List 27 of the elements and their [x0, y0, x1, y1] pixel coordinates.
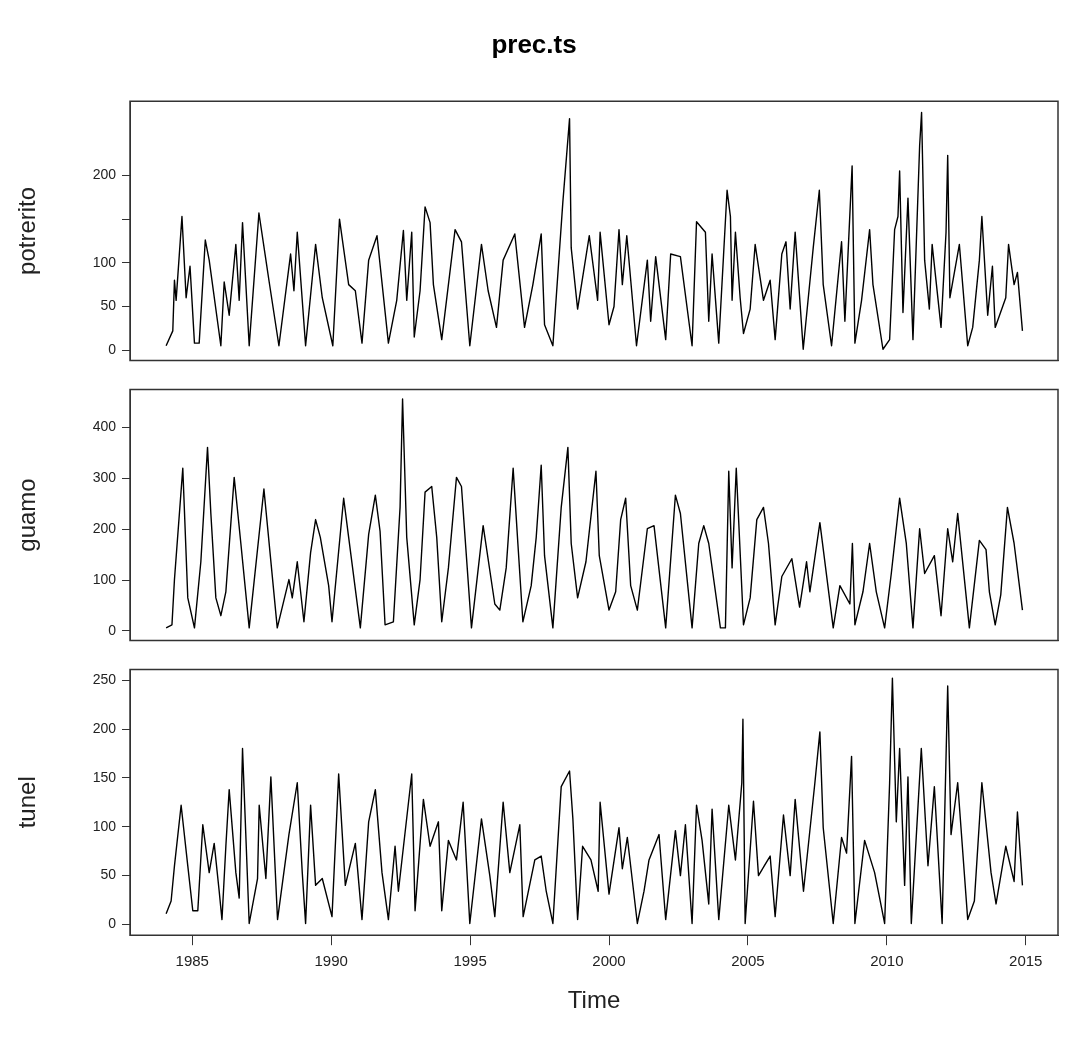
y-tick-label: 250: [92, 671, 117, 688]
y-tick-label: 400: [92, 418, 117, 435]
y-tick-label: 150: [92, 768, 117, 785]
x-tick-label: 2010: [870, 952, 904, 970]
x-tick-label: 2005: [731, 952, 765, 970]
y-axis-title: tunel: [13, 776, 41, 829]
y-tick-label: 50: [100, 297, 117, 314]
y-tick-label: 50: [100, 866, 117, 883]
y-tick-label: 300: [92, 469, 117, 486]
y-tick-label: 200: [92, 520, 117, 537]
x-tick-label: 1990: [314, 952, 348, 970]
y-tick-label: 0: [108, 621, 117, 638]
chart-title: prec.ts: [491, 28, 577, 59]
x-tick-label: 1995: [453, 952, 487, 970]
x-tick-label: 1985: [175, 952, 209, 970]
x-tick-label: 2000: [592, 952, 626, 970]
y-tick-label: 200: [92, 719, 117, 736]
y-tick-label: 100: [92, 570, 117, 587]
y-tick-label: 0: [108, 915, 117, 932]
y-axis-title: potrerito: [13, 186, 41, 275]
y-tick-label: 100: [92, 253, 117, 270]
x-axis-title: Time: [567, 986, 621, 1014]
y-tick-label: 0: [108, 340, 117, 357]
y-axis-title: guamo: [13, 478, 41, 552]
y-tick-label: 200: [92, 166, 117, 183]
x-tick-label: 2015: [1009, 952, 1043, 970]
y-tick-label: 100: [92, 817, 117, 834]
